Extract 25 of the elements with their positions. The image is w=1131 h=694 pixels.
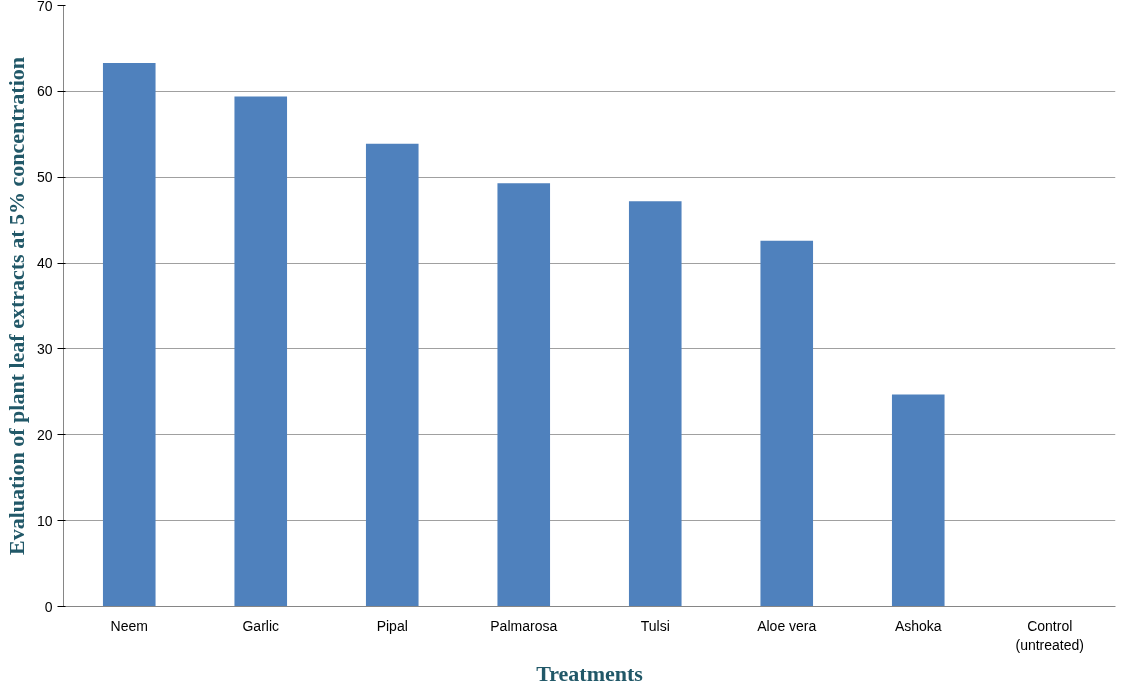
x-tick-label: Neem (110, 617, 148, 634)
y-tick-label: 50 (36, 169, 53, 186)
x-tick-label: Garlic (242, 617, 280, 634)
x-tick-label: Tulsi (640, 617, 670, 634)
bar (365, 143, 419, 607)
y-tick-label: 0 (44, 598, 53, 615)
x-tick-label: Palmarosa (490, 617, 558, 634)
bar (760, 240, 814, 607)
y-axis-title: Evaluation of plant leaf extracts at 5% concentration (3, 57, 29, 555)
y-tick-label: 60 (36, 83, 53, 100)
x-axis-title: Treatments (536, 660, 644, 686)
x-tick-label: Ashoka (894, 617, 942, 634)
y-tick-label: 20 (36, 426, 53, 443)
x-tick-label: Aloe vera (757, 617, 817, 634)
bar (497, 183, 551, 607)
y-tick-label: 70 (36, 0, 53, 14)
y-tick-label: 30 (36, 340, 53, 357)
bar (891, 394, 945, 607)
x-tick-label: Pipal (376, 617, 408, 634)
bar (628, 201, 682, 607)
y-tick-label: 40 (36, 255, 53, 272)
x-tick-label: Control (untreated) (1015, 617, 1084, 653)
bar (234, 96, 288, 607)
y-tick-label: 10 (36, 512, 53, 529)
bar (102, 63, 156, 607)
